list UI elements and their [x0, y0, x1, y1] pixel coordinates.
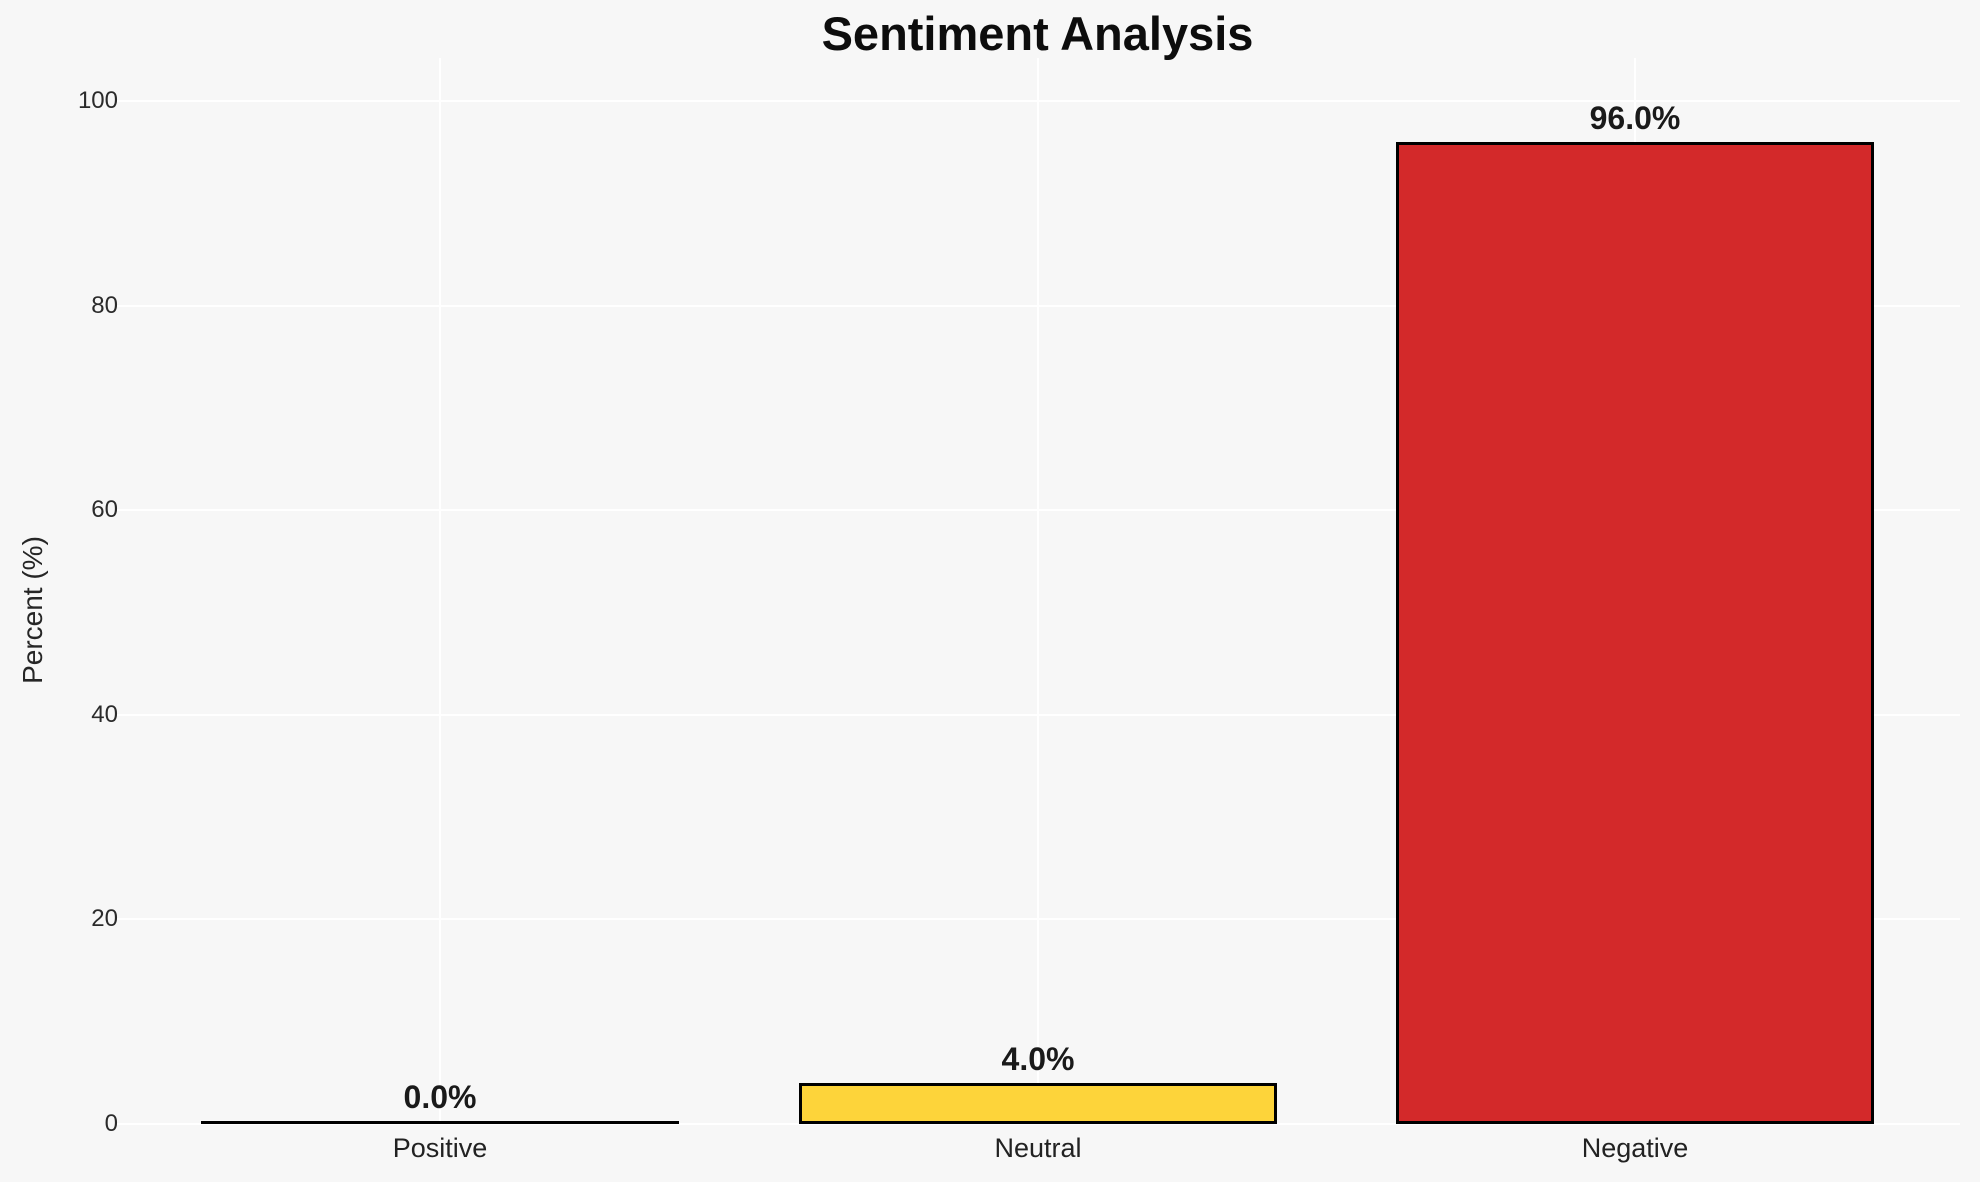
chart-title: Sentiment Analysis [821, 7, 1254, 60]
y-tick-label: 0 [104, 1110, 118, 1137]
gridline-horizontal [117, 714, 1960, 716]
y-tick-label: 80 [91, 292, 118, 319]
x-category-label: Positive [392, 1133, 488, 1163]
y-axis-label: Percent (%) [17, 536, 48, 684]
gridline-horizontal [117, 100, 1960, 102]
gridline-horizontal [117, 509, 1960, 511]
gridline-horizontal [117, 1123, 1960, 1125]
y-tick-label: 100 [77, 87, 118, 114]
bar-value-label: 96.0% [1589, 100, 1681, 136]
x-category-label: Neutral [994, 1133, 1082, 1163]
x-category-label: Negative [1581, 1133, 1689, 1163]
y-tick-label: 40 [91, 701, 118, 728]
bar-value-label: 4.0% [1001, 1041, 1075, 1077]
y-tick-label: 60 [91, 496, 118, 523]
y-tick-label: 20 [91, 905, 118, 932]
bar-negative [1396, 142, 1874, 1124]
gridline-vertical [439, 58, 441, 1124]
bar-value-label: 0.0% [403, 1079, 477, 1115]
bar-positive [201, 1121, 679, 1124]
gridline-vertical [1037, 58, 1039, 1124]
gridline-horizontal [117, 305, 1960, 307]
gridline-horizontal [117, 918, 1960, 920]
bar-neutral [799, 1083, 1277, 1124]
plot-area [115, 58, 1960, 1125]
